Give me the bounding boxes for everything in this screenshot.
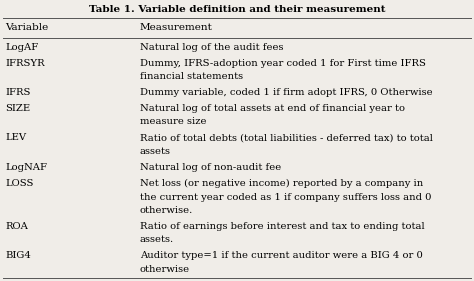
Text: the current year coded as 1 if company suffers loss and 0: the current year coded as 1 if company s… (140, 192, 431, 201)
Text: Ratio of total debts (total liabilities - deferred tax) to total: Ratio of total debts (total liabilities … (140, 133, 433, 142)
Text: LOSS: LOSS (5, 179, 33, 188)
Text: Ratio of earnings before interest and tax to ending total: Ratio of earnings before interest and ta… (140, 222, 425, 231)
Text: IFRSYR: IFRSYR (5, 58, 45, 67)
Text: SIZE: SIZE (5, 104, 30, 113)
Text: Variable: Variable (5, 24, 48, 33)
Text: IFRS: IFRS (5, 88, 30, 97)
Text: measure size: measure size (140, 117, 207, 126)
Text: LEV: LEV (5, 133, 26, 142)
Text: Auditor type=1 if the current auditor were a BIG 4 or 0: Auditor type=1 if the current auditor we… (140, 251, 423, 260)
Text: Measurement: Measurement (140, 24, 213, 33)
Text: assets.: assets. (140, 235, 174, 244)
Text: ROA: ROA (5, 222, 28, 231)
Text: Net loss (or negative income) reported by a company in: Net loss (or negative income) reported b… (140, 179, 423, 188)
Text: otherwise.: otherwise. (140, 206, 193, 215)
Text: Dummy variable, coded 1 if firm adopt IFRS, 0 Otherwise: Dummy variable, coded 1 if firm adopt IF… (140, 88, 433, 97)
Text: Natural log of the audit fees: Natural log of the audit fees (140, 42, 283, 51)
Text: LogNAF: LogNAF (5, 163, 47, 172)
Text: Natural log of total assets at end of financial year to: Natural log of total assets at end of fi… (140, 104, 405, 113)
Text: Natural log of non-audit fee: Natural log of non-audit fee (140, 163, 281, 172)
Text: Dummy, IFRS-adoption year coded 1 for First time IFRS: Dummy, IFRS-adoption year coded 1 for Fi… (140, 58, 426, 67)
Text: assets: assets (140, 147, 171, 156)
Text: financial statements: financial statements (140, 72, 243, 81)
Text: Table 1. Variable definition and their measurement: Table 1. Variable definition and their m… (89, 4, 385, 13)
Text: LogAF: LogAF (5, 42, 38, 51)
Text: otherwise: otherwise (140, 265, 190, 274)
Text: BIG4: BIG4 (5, 251, 31, 260)
